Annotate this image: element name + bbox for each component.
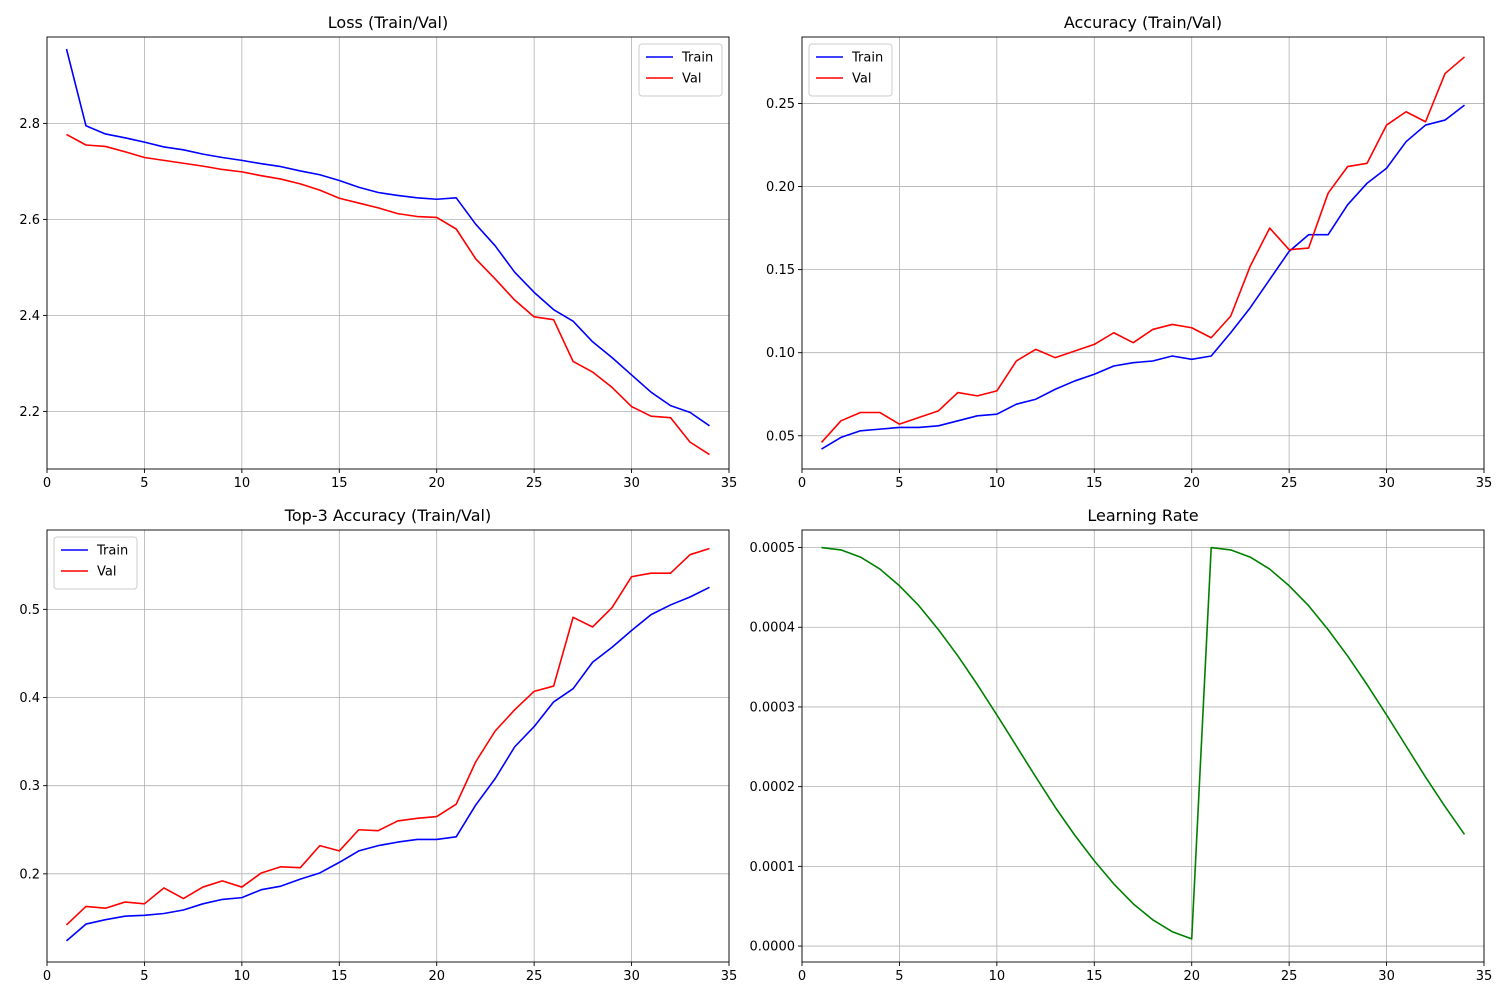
- y-tick-label: 0.0001: [750, 860, 796, 875]
- axes-frame: [46, 36, 730, 470]
- x-tick-label: 0: [43, 476, 51, 491]
- legend-label: Val: [852, 72, 871, 87]
- legend-label: Train: [681, 51, 713, 66]
- legend-label: Val: [97, 565, 116, 580]
- x-tick-label: 10: [234, 476, 251, 491]
- series-line-train: [65, 48, 710, 427]
- legend: Train Val: [638, 43, 723, 97]
- legend: Train Val: [808, 43, 893, 97]
- axes-frame: [46, 529, 730, 963]
- y-tick-label: 2.4: [19, 309, 40, 324]
- x-tick-label: 0: [798, 969, 806, 984]
- x-tick-label: 25: [1281, 969, 1298, 984]
- plot-area: [802, 530, 1484, 962]
- y-tick-label: 0.0004: [750, 621, 796, 636]
- x-tick-label: 5: [140, 476, 148, 491]
- legend-label: Val: [682, 72, 701, 87]
- chart-title: Learning Rate: [1087, 506, 1198, 525]
- chart-panel-4: 0 5 10 15 20 25 30 35 0.0000 0.0001 0.0002 0.0003 0.…: [750, 506, 1493, 984]
- x-tick-label: 25: [1281, 476, 1298, 491]
- series-line-val: [820, 56, 1466, 443]
- y-tick-label: 2.8: [19, 117, 40, 132]
- series-line-train: [65, 586, 710, 942]
- legend-label: Train: [96, 544, 128, 559]
- plot-area: [47, 530, 729, 962]
- chart-title: Loss (Train/Val): [328, 13, 448, 32]
- x-tick-label: 30: [1378, 969, 1395, 984]
- x-tick-label: 15: [1086, 969, 1103, 984]
- x-tick-label: 15: [331, 476, 348, 491]
- chart-panel-1: 0 5 10 15 20 25 30 35 2.2 2.4 2.6 2.8 Loss (Train/Va…: [19, 13, 737, 491]
- x-tick-label: 0: [43, 969, 51, 984]
- x-tick-label: 10: [989, 969, 1006, 984]
- y-tick-label: 0.0005: [750, 541, 796, 556]
- x-tick-label: 30: [1378, 476, 1395, 491]
- x-tick-label: 25: [526, 969, 543, 984]
- y-tick-label: 0.15: [766, 263, 795, 278]
- series-line-train: [821, 104, 1465, 450]
- chart-panel-2: 0 5 10 15 20 25 30 35 0.05 0.10 0.15 0.20 0.25 Accura…: [766, 13, 1492, 491]
- chart-panel-3: 0 5 10 15 20 25 30 35 0.2 0.3 0.4 0.5 Top-3 Accuracy…: [19, 506, 737, 984]
- x-tick-label: 5: [140, 969, 148, 984]
- x-tick-label: 0: [798, 476, 806, 491]
- axes-frame: [801, 529, 1485, 963]
- y-tick-label: 0.05: [766, 429, 795, 444]
- y-tick-label: 0.5: [19, 603, 40, 618]
- y-tick-label: 0.2: [19, 867, 40, 882]
- series-line-lr: [821, 546, 1466, 940]
- series-line-val: [66, 133, 710, 456]
- x-tick-label: 20: [428, 969, 445, 984]
- y-tick-label: 0.4: [19, 691, 40, 706]
- x-tick-label: 35: [1476, 969, 1493, 984]
- y-tick-label: 0.25: [766, 97, 795, 112]
- x-tick-label: 30: [623, 969, 640, 984]
- x-tick-label: 25: [526, 476, 543, 491]
- x-tick-label: 20: [1183, 476, 1200, 491]
- chart-title: Top-3 Accuracy (Train/Val): [284, 506, 491, 525]
- x-tick-label: 10: [234, 969, 251, 984]
- series-line-val: [65, 547, 710, 926]
- y-tick-label: 0.0000: [750, 940, 796, 955]
- plot-area: [802, 37, 1484, 469]
- legend: Train Val: [53, 536, 138, 590]
- x-tick-label: 15: [1086, 476, 1103, 491]
- plot-area: [47, 37, 729, 469]
- chart-title: Accuracy (Train/Val): [1064, 13, 1222, 32]
- y-tick-label: 0.3: [19, 779, 40, 794]
- x-tick-label: 15: [331, 969, 348, 984]
- x-tick-label: 35: [721, 969, 738, 984]
- x-tick-label: 5: [895, 476, 903, 491]
- x-tick-label: 20: [428, 476, 445, 491]
- y-tick-label: 0.20: [766, 180, 795, 195]
- axes-frame: [801, 36, 1485, 470]
- y-tick-label: 2.2: [19, 405, 40, 420]
- x-tick-label: 5: [895, 969, 903, 984]
- x-tick-label: 20: [1183, 969, 1200, 984]
- y-tick-label: 0.0002: [750, 780, 796, 795]
- x-tick-label: 35: [721, 476, 738, 491]
- x-tick-label: 10: [989, 476, 1006, 491]
- legend-label: Train: [851, 51, 883, 66]
- y-tick-label: 0.0003: [750, 700, 796, 715]
- y-tick-label: 2.6: [19, 213, 40, 228]
- x-tick-label: 35: [1476, 476, 1493, 491]
- x-tick-label: 30: [623, 476, 640, 491]
- y-tick-label: 0.10: [766, 346, 795, 361]
